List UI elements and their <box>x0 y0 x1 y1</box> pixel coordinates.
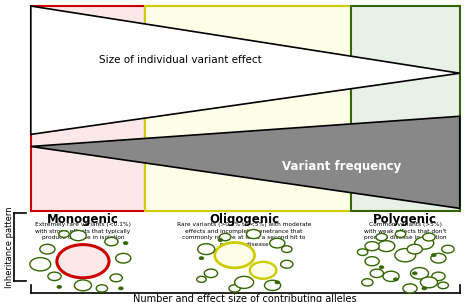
Circle shape <box>281 260 293 268</box>
Circle shape <box>432 272 445 281</box>
Circle shape <box>70 230 86 241</box>
Circle shape <box>204 269 218 278</box>
Circle shape <box>378 241 395 252</box>
Circle shape <box>110 274 122 282</box>
Text: Oligogenic: Oligogenic <box>209 213 279 226</box>
Circle shape <box>48 272 61 281</box>
Circle shape <box>96 285 108 292</box>
Circle shape <box>365 257 379 266</box>
Text: Rare variants (>0.1% to <5%) with moderate
effects and incomplete penetrance tha: Rare variants (>0.1% to <5%) with modera… <box>177 222 311 247</box>
Bar <box>145 6 351 211</box>
Circle shape <box>431 254 436 257</box>
Polygon shape <box>31 6 460 134</box>
Circle shape <box>215 243 255 268</box>
Circle shape <box>403 284 417 293</box>
Text: Number and effect size of contributing alleles: Number and effect size of contributing a… <box>133 294 357 302</box>
Circle shape <box>423 233 435 241</box>
Bar <box>351 6 460 211</box>
Text: Common variants (>5%)
with weak effects that don't
produce disease in isolation: Common variants (>5%) with weak effects … <box>364 222 447 240</box>
Circle shape <box>57 245 109 278</box>
Circle shape <box>105 237 118 246</box>
Circle shape <box>393 278 398 281</box>
Circle shape <box>197 276 206 282</box>
Text: Polygenic: Polygenic <box>373 213 438 226</box>
Circle shape <box>420 277 438 288</box>
Circle shape <box>395 249 416 262</box>
Circle shape <box>438 282 448 289</box>
Circle shape <box>412 272 417 275</box>
Bar <box>31 6 145 211</box>
Text: Size of individual variant effect: Size of individual variant effect <box>99 55 262 66</box>
Circle shape <box>250 262 276 279</box>
Circle shape <box>229 285 240 292</box>
Circle shape <box>264 280 281 291</box>
Circle shape <box>199 257 204 260</box>
Circle shape <box>365 242 379 251</box>
Polygon shape <box>31 116 460 208</box>
Circle shape <box>235 276 254 288</box>
Circle shape <box>410 268 428 279</box>
Text: Inheritance pattern: Inheritance pattern <box>5 207 14 288</box>
Circle shape <box>395 231 406 237</box>
Circle shape <box>376 233 387 241</box>
Circle shape <box>74 280 91 291</box>
Circle shape <box>219 233 231 241</box>
Circle shape <box>442 245 454 253</box>
Circle shape <box>407 244 422 254</box>
Circle shape <box>270 238 285 248</box>
Circle shape <box>275 281 280 284</box>
Circle shape <box>370 269 383 278</box>
Circle shape <box>198 244 215 255</box>
Circle shape <box>282 246 292 252</box>
Circle shape <box>118 287 123 290</box>
Text: Monogenic: Monogenic <box>47 213 119 226</box>
Circle shape <box>431 253 446 263</box>
Circle shape <box>362 279 373 286</box>
Circle shape <box>422 287 427 290</box>
Circle shape <box>40 244 55 254</box>
Circle shape <box>218 239 223 242</box>
Circle shape <box>246 230 261 239</box>
Circle shape <box>30 258 51 271</box>
Circle shape <box>379 266 384 269</box>
Text: Variant frequency: Variant frequency <box>282 159 401 173</box>
Circle shape <box>123 242 128 245</box>
Circle shape <box>116 253 131 263</box>
Circle shape <box>415 237 434 249</box>
Circle shape <box>357 249 368 255</box>
Circle shape <box>383 271 399 281</box>
Circle shape <box>59 231 69 237</box>
Text: Extremely rare variants (<0.1%)
with strong effects that typically
produce disea: Extremely rare variants (<0.1%) with str… <box>35 222 131 240</box>
Circle shape <box>57 285 62 288</box>
